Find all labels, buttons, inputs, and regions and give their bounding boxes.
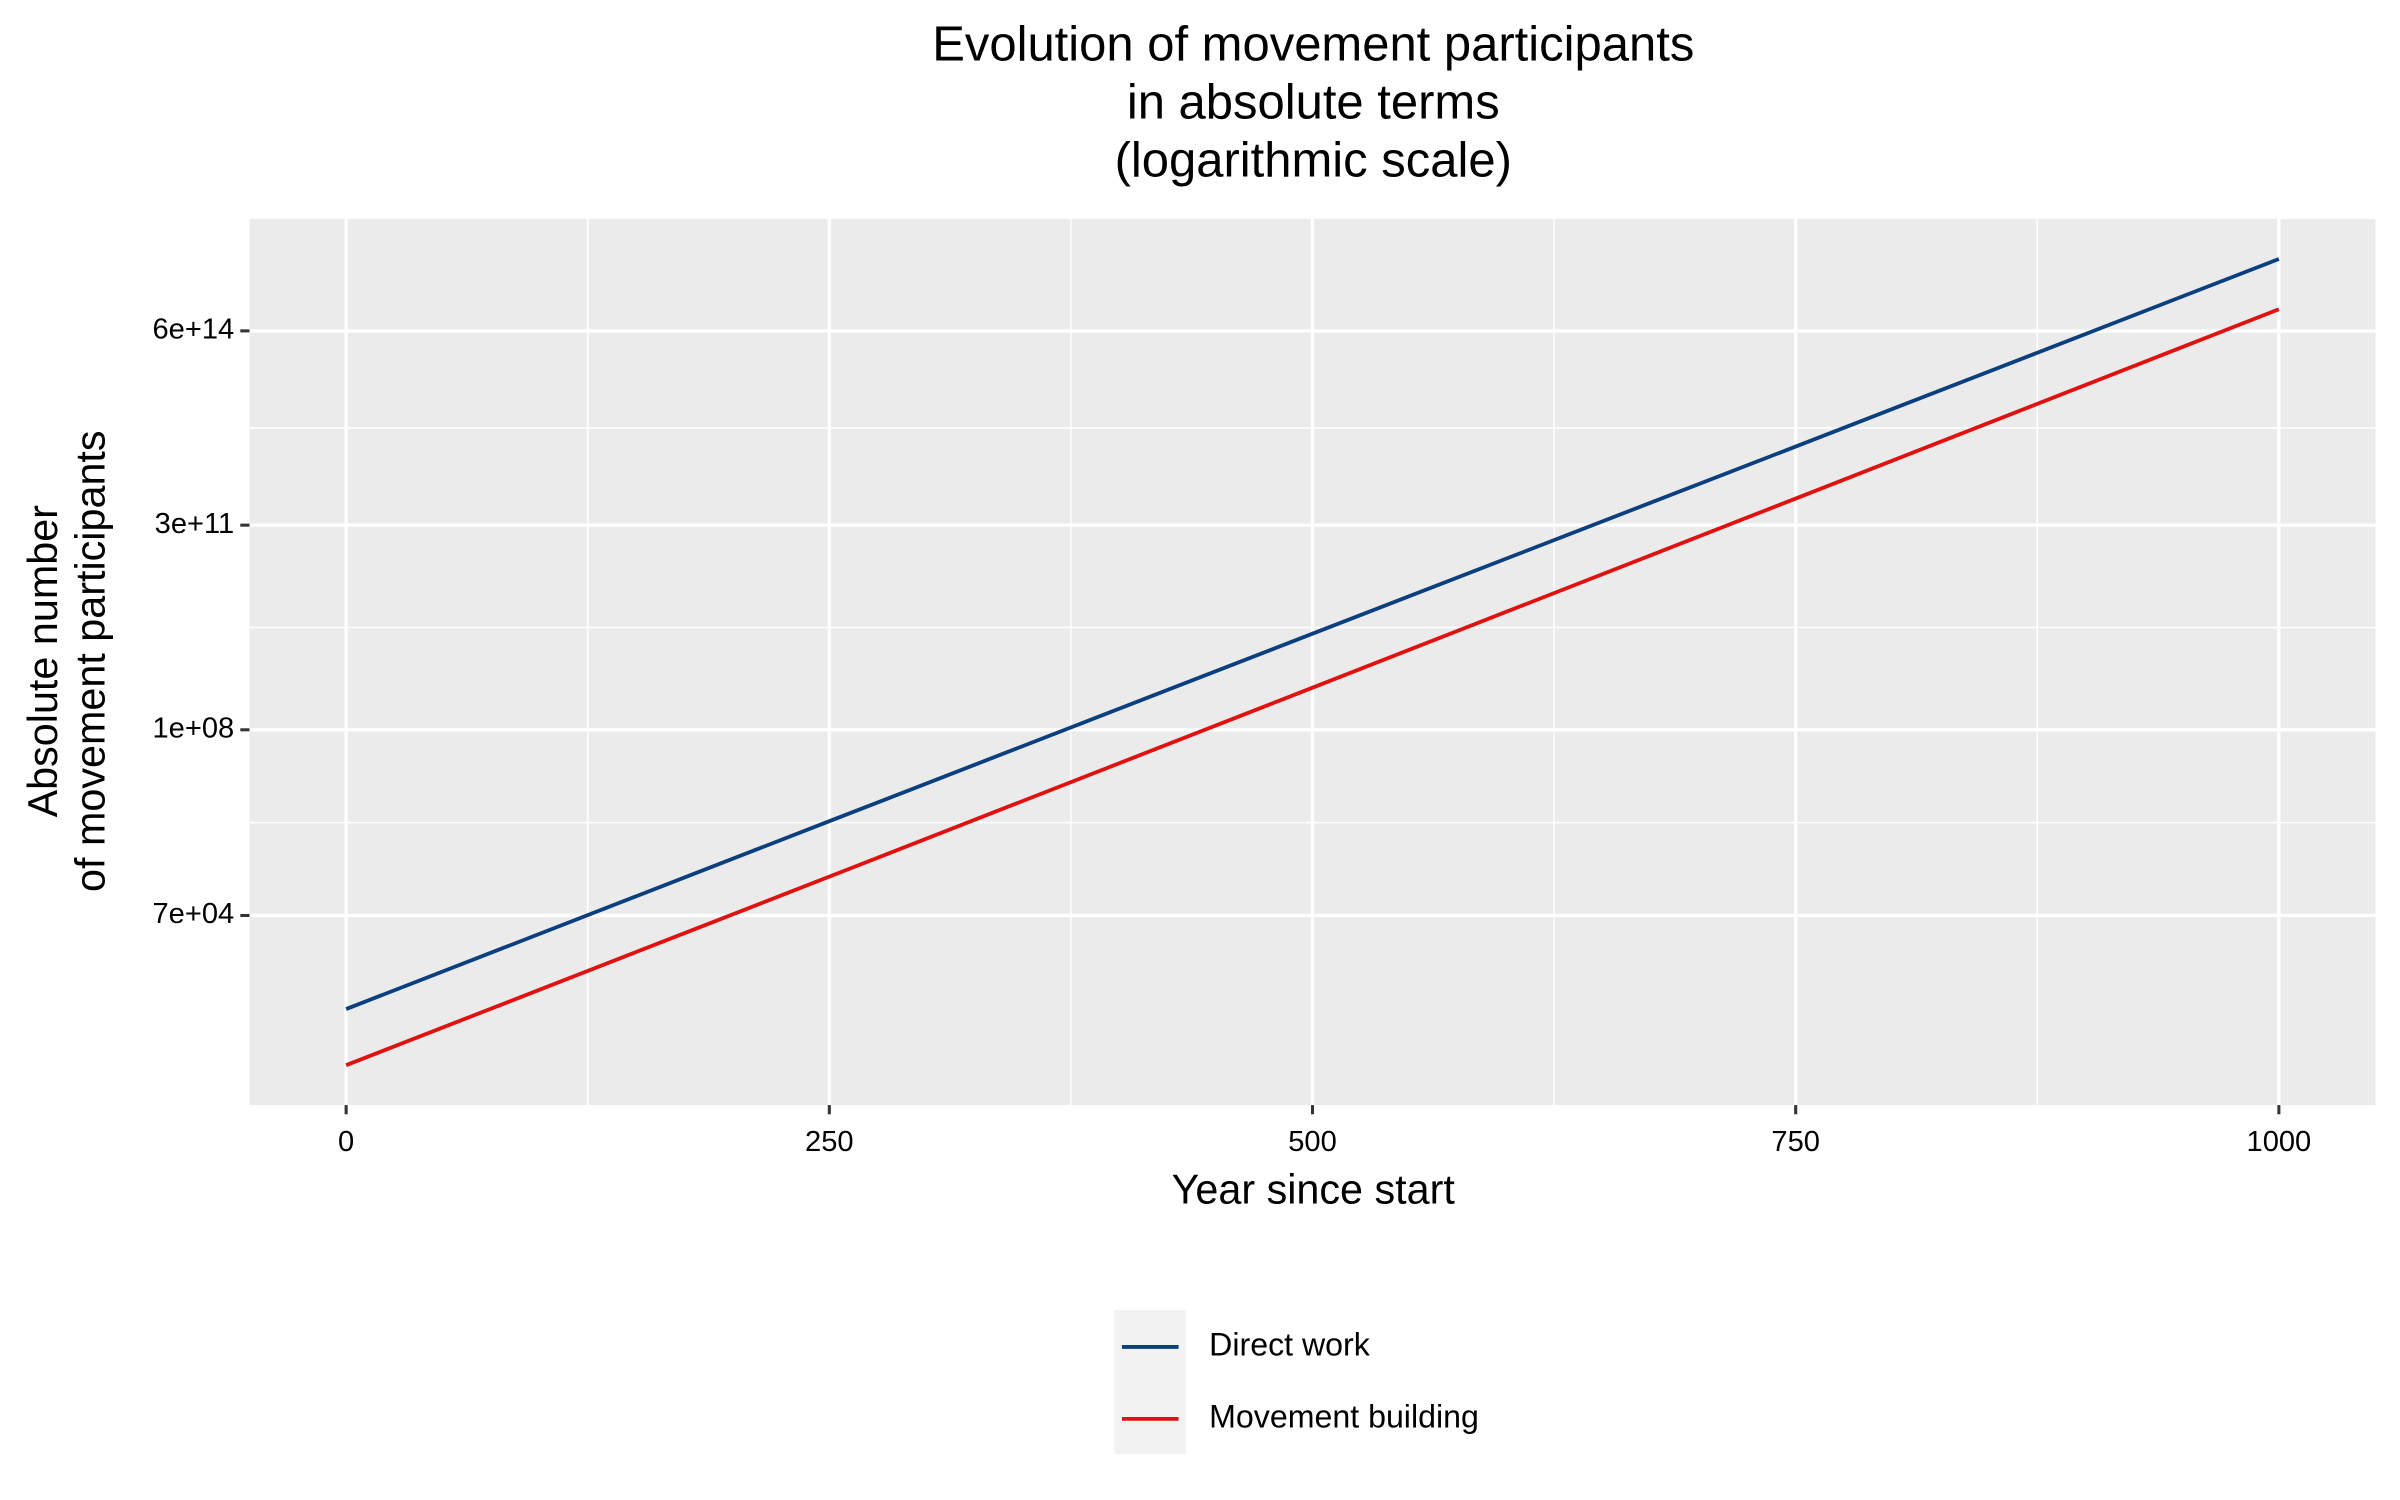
- legend-label: Movement building: [1209, 1398, 1479, 1434]
- y-tick-label: 1e+08: [153, 712, 235, 744]
- chart-title: in absolute terms: [1127, 76, 1500, 130]
- x-axis-title: Year since start: [1172, 1166, 1456, 1212]
- x-tick-label: 750: [1771, 1126, 1820, 1158]
- y-tick-label: 7e+04: [153, 898, 235, 930]
- x-tick-label: 1000: [2247, 1126, 2312, 1158]
- y-tick-label: 6e+14: [153, 314, 235, 346]
- legend-key-background: [1114, 1310, 1187, 1455]
- y-axis-title: of movement participants: [67, 430, 113, 892]
- chart-title: (logarithmic scale): [1115, 134, 1512, 188]
- chart-title: Evolution of movement participants: [932, 17, 1694, 71]
- line: [345, 307, 2280, 1067]
- line: [345, 257, 2280, 1011]
- x-tick-label: 0: [338, 1126, 354, 1158]
- legend-label: Direct work: [1209, 1326, 1371, 1362]
- x-tick-label: 250: [805, 1126, 854, 1158]
- y-tick-label: 3e+11: [155, 508, 235, 540]
- y-axis-title: Absolute number: [20, 505, 66, 818]
- x-tick-label: 500: [1288, 1126, 1337, 1158]
